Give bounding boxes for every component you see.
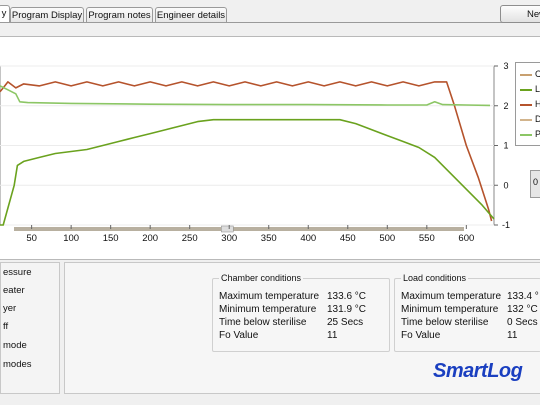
legend-swatch	[520, 88, 532, 91]
tab-program-notes[interactable]: Program notes	[86, 7, 153, 22]
chamber-min-label: Minimum temperature	[219, 304, 317, 315]
y-tick-label: 2	[503, 101, 508, 111]
option-modes[interactable]: modes	[3, 359, 32, 370]
legend-item: P	[520, 127, 540, 141]
chamber-min-value: 131.9 °C	[327, 304, 367, 315]
x-tick-label: 550	[419, 233, 435, 244]
scroll-zero-button[interactable]: 0	[530, 170, 540, 198]
chart-panel: -1 0 1 2 3 50 100 150 200 250 300 350 400 450 500 550 60…	[0, 36, 540, 260]
load-fo-label: Fo Value	[401, 330, 441, 341]
load-conditions-group: Load conditions Maximum temperature 133.…	[394, 273, 540, 352]
legend-label: C	[535, 69, 540, 79]
x-tick-label: 250	[182, 233, 198, 244]
x-tick-label: 350	[261, 233, 277, 244]
load-min-label: Minimum temperature	[401, 304, 499, 315]
load-fo-value: 11	[507, 330, 518, 341]
legend-item: C	[520, 67, 540, 81]
legend-label: H	[535, 99, 540, 109]
load-time-label: Time below sterilise	[401, 317, 489, 328]
option-mode[interactable]: mode	[3, 340, 27, 351]
legend-swatch	[520, 73, 532, 76]
legend-label: L	[535, 84, 540, 94]
load-time-value: 0 Secs	[507, 317, 538, 328]
series-line-l	[0, 118, 495, 226]
tab-strip-border	[0, 22, 540, 23]
option-dryer[interactable]: yer	[3, 303, 17, 314]
legend-swatch	[520, 133, 532, 136]
x-tick-label: 450	[340, 233, 356, 244]
x-tick-label: 500	[379, 233, 395, 244]
scroll-button-label: 0	[533, 177, 539, 187]
conditions-panel	[64, 262, 540, 394]
series-line-h	[0, 81, 493, 222]
x-tick-label: 300	[221, 233, 237, 244]
chamber-conditions-title: Chamber conditions	[219, 273, 304, 283]
x-tick-label: 400	[300, 233, 316, 244]
legend-item: D	[520, 112, 540, 126]
new-button[interactable]: New	[500, 5, 540, 23]
x-tick-label: 200	[142, 233, 158, 244]
legend-swatch	[520, 103, 532, 106]
option-off[interactable]: ff	[3, 321, 9, 332]
legend-item: L	[520, 82, 540, 96]
chamber-max-value: 133.6 °C	[327, 291, 367, 302]
tab-label: y	[1, 8, 7, 19]
chart-scrollbar	[14, 227, 464, 231]
tab-program-display[interactable]: Program Display	[10, 7, 84, 22]
option-pressure[interactable]: essure	[3, 267, 32, 278]
chamber-max-label: Maximum temperature	[219, 291, 320, 302]
legend-swatch	[520, 118, 532, 121]
tab-engineer-details[interactable]: Engineer details	[155, 7, 227, 22]
load-max-label: Maximum temperature	[401, 291, 502, 302]
tab-label: Program Display	[11, 10, 83, 21]
chamber-conditions-group: Chamber conditions Maximum temperature 1…	[212, 273, 390, 352]
chamber-fo-label: Fo Value	[219, 330, 259, 341]
smartlog-logo: SmartLog	[433, 360, 523, 382]
new-button-label: New	[527, 9, 540, 20]
x-tick-label: 50	[26, 233, 37, 244]
y-tick-label: 0	[503, 180, 508, 190]
options-panel: essure eater yer ff mode modes	[0, 262, 60, 394]
chart-scrollbar-thumb	[221, 225, 234, 233]
chamber-time-label: Time below sterilise	[219, 317, 307, 328]
tab-label: Engineer details	[156, 10, 226, 21]
chamber-fo-value: 11	[327, 330, 338, 341]
y-tick-label: 3	[503, 61, 508, 71]
chamber-time-value: 25 Secs	[327, 317, 364, 328]
tab-summary[interactable]: y	[0, 5, 10, 23]
load-conditions-title: Load conditions	[401, 273, 469, 283]
option-heater[interactable]: eater	[3, 285, 25, 296]
legend-label: P	[535, 129, 540, 139]
y-tick-label: -1	[502, 220, 510, 230]
load-max-value: 133.4 °	[507, 291, 539, 302]
series-line-p	[0, 85, 491, 107]
x-tick-label: 600	[458, 233, 474, 244]
load-min-value: 132 °C	[507, 304, 538, 315]
legend-label: D	[535, 114, 540, 124]
legend-item: H	[520, 97, 540, 111]
x-tick-label: 100	[63, 233, 79, 244]
y-tick-label: 1	[503, 141, 508, 151]
x-tick-label: 150	[103, 233, 119, 244]
tab-label: Program notes	[88, 10, 151, 21]
